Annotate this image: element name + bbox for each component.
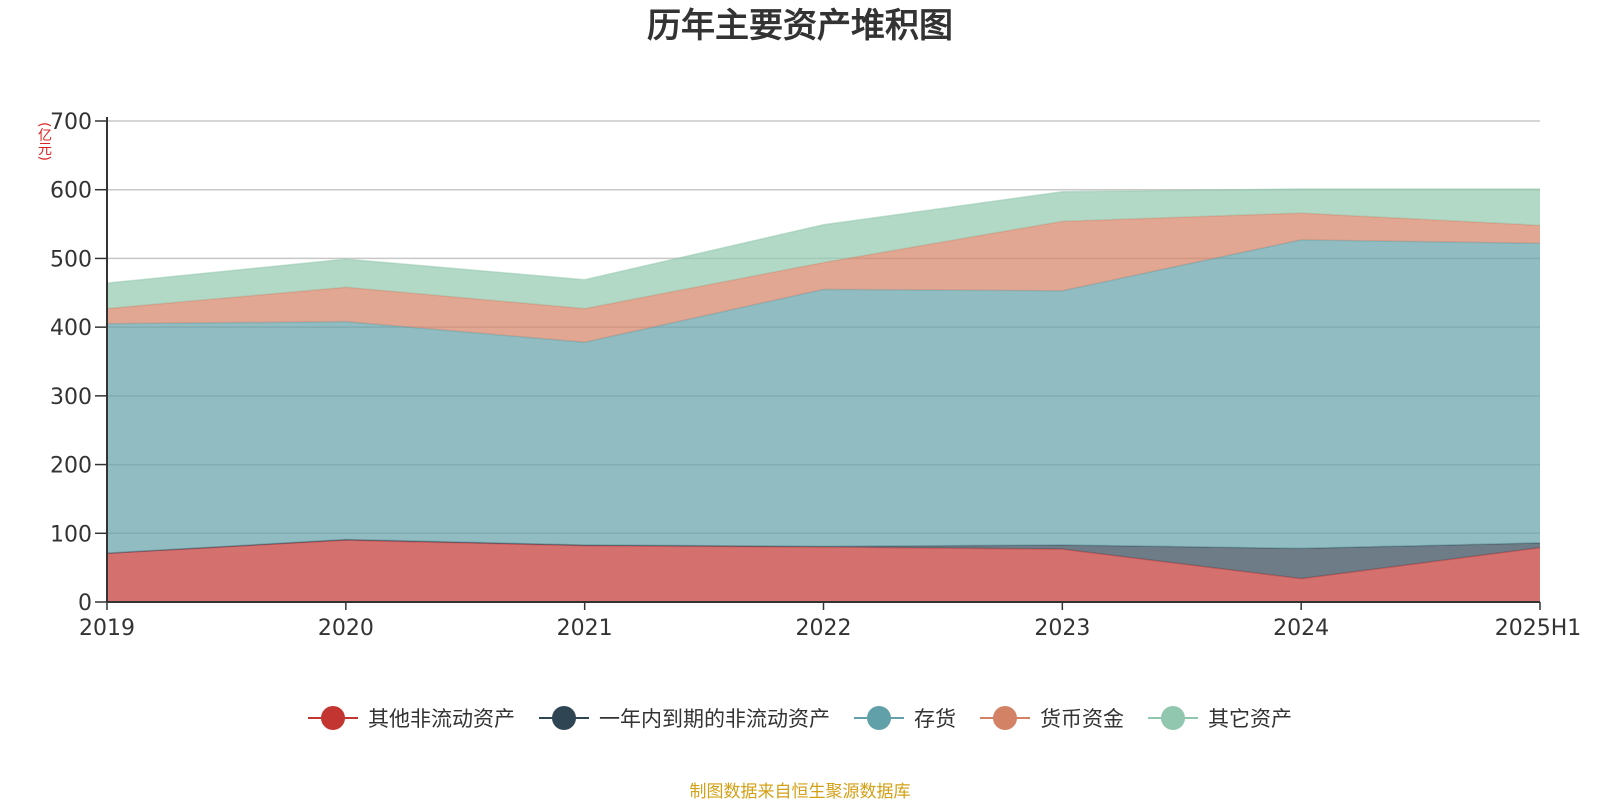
source-note: 制图数据来自恒生聚源数据库 [689, 782, 911, 802]
x-tick-label: 2019 [79, 616, 135, 641]
legend-label: 存货 [914, 707, 956, 731]
y-tick-label: 100 [50, 522, 92, 547]
legend-marker [980, 705, 1030, 731]
chart-title: 历年主要资产堆积图 [647, 6, 953, 46]
legend-label: 货币资金 [1040, 707, 1124, 731]
area-series-0 [107, 540, 1540, 602]
legend-label: 其他非流动资产 [368, 707, 515, 731]
x-tick-label: 2022 [796, 616, 852, 641]
legend-marker [854, 705, 904, 731]
area-series-3 [107, 213, 1540, 343]
legend-dot [867, 706, 891, 730]
area-series-1 [107, 539, 1540, 579]
legend-item[interactable]: 货币资金 [980, 703, 1124, 733]
x-tick-label: 2023 [1034, 616, 1090, 641]
y-tick-label: 700 [50, 110, 92, 135]
area-series-4 [107, 189, 1540, 309]
legend-item[interactable]: 一年内到期的非流动资产 [539, 703, 830, 733]
legend-dot [321, 706, 345, 730]
legend-label: 其它资产 [1208, 707, 1292, 731]
legend-dot [552, 706, 576, 730]
area-series-line-4 [106, 188, 1540, 284]
legend-label: 一年内到期的非流动资产 [599, 707, 830, 731]
stacked-area-chart: 0 100 200 300 400 500 600 700 2019 2020 2021 2022 20… [50, 110, 1581, 641]
legend-item[interactable]: 其他非流动资产 [308, 703, 515, 733]
legend-dot [1161, 706, 1185, 730]
legend-marker [308, 705, 358, 731]
y-tick-label: 400 [50, 316, 92, 341]
y-axis-unit-label: (亿元) [36, 122, 52, 161]
y-tick-label: 300 [50, 385, 92, 410]
y-tick-label: 200 [50, 454, 92, 479]
x-tick-label: 2025H1 [1495, 616, 1582, 641]
y-tick-label: 600 [50, 179, 92, 204]
legend-item[interactable]: 存货 [854, 703, 956, 733]
x-tick-label: 2024 [1273, 616, 1329, 641]
legend-marker [539, 705, 589, 731]
x-tick-label: 2021 [557, 616, 613, 641]
legend-dot [993, 706, 1017, 730]
area-layer [106, 188, 1541, 602]
area-series-2 [107, 239, 1540, 554]
y-tick-label: 500 [50, 247, 92, 272]
legend-item[interactable]: 其它资产 [1148, 703, 1292, 733]
y-tick-label: 0 [78, 591, 92, 616]
legend: 其他非流动资产 一年内到期的非流动资产 存货 货币资金 其它资产 [0, 703, 1600, 733]
legend-marker [1148, 705, 1198, 731]
axis-layer: 0 100 200 300 400 500 600 700 2019 2020 2021 2022 20… [50, 110, 1581, 641]
x-tick-label: 2020 [318, 616, 374, 641]
